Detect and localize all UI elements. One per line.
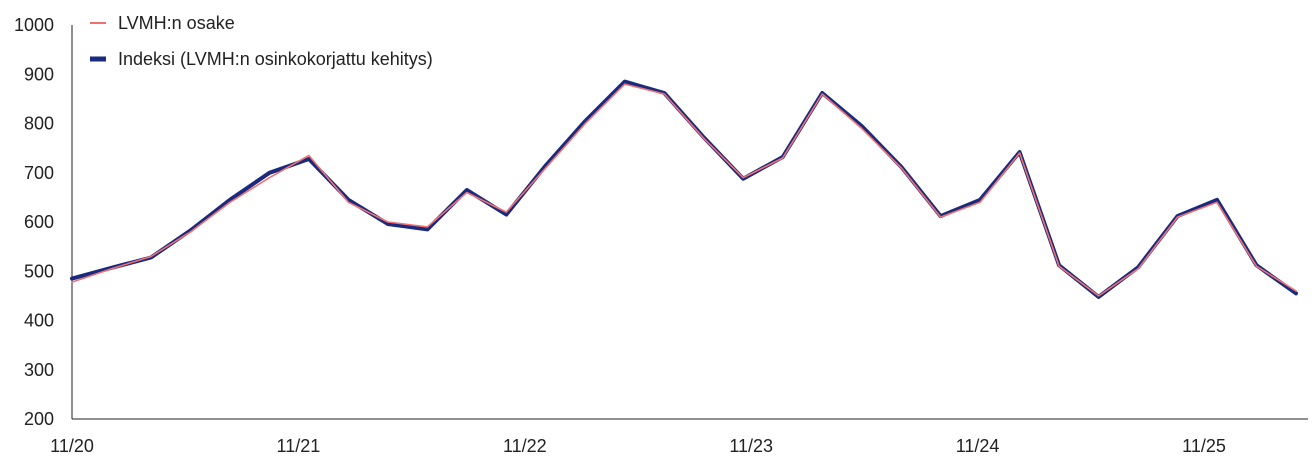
x-tick-label: 11/21: [277, 436, 321, 456]
x-tick-label: 11/25: [1182, 436, 1226, 456]
x-tick-label: 11/23: [729, 436, 773, 456]
y-tick-label: 1000: [14, 15, 54, 35]
series-line-share: [71, 83, 1297, 297]
plot-area: [70, 79, 1298, 299]
x-axis-tick-labels: 11/20 11/21 11/22 11/23 11/24 11/25: [50, 436, 1226, 456]
y-axis-tick-labels: 1000 900 800 700 600 500 400 300 200: [14, 15, 54, 429]
legend-label-index: Indeksi (LVMH:n osinkokorjattu kehitys): [118, 49, 433, 69]
y-tick-label: 600: [24, 212, 54, 232]
y-tick-label: 200: [24, 409, 54, 429]
y-tick-label: 900: [24, 64, 54, 84]
legend-item-share: LVMH:n osake: [90, 13, 235, 33]
legend: LVMH:n osake Indeksi (LVMH:n osinkokorja…: [90, 13, 433, 69]
legend-item-index: Indeksi (LVMH:n osinkokorjattu kehitys): [90, 49, 433, 69]
series-line-index: [70, 79, 1298, 299]
y-tick-label: 400: [24, 311, 54, 331]
y-tick-label: 300: [24, 360, 54, 380]
y-tick-label: 500: [24, 261, 54, 281]
x-tick-label: 11/20: [50, 436, 94, 456]
y-tick-label: 800: [24, 114, 54, 134]
x-tick-label: 11/22: [503, 436, 547, 456]
y-tick-label: 700: [24, 163, 54, 183]
x-tick-label: 11/24: [956, 436, 1000, 456]
legend-label-share: LVMH:n osake: [118, 13, 235, 33]
